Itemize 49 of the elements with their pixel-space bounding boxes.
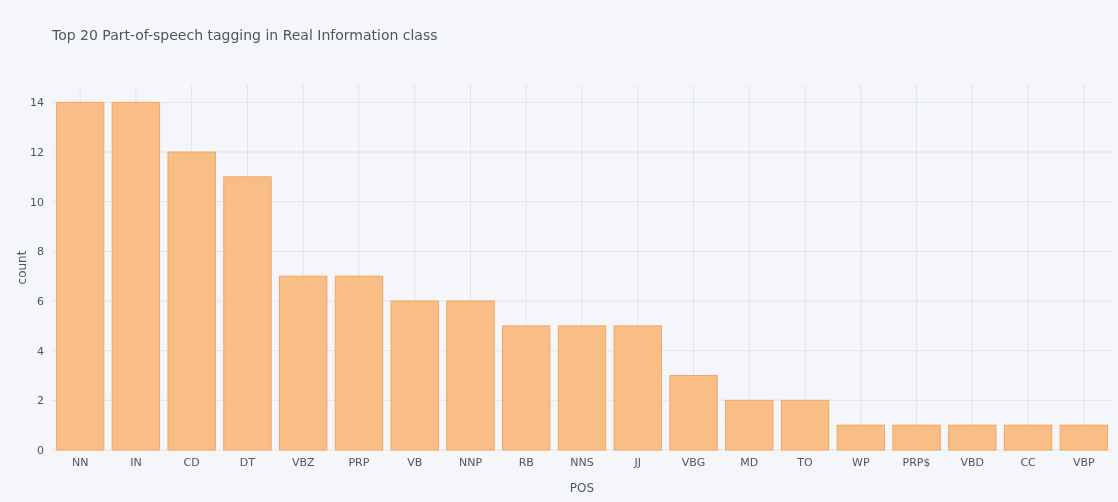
bar xyxy=(55,101,105,451)
bar xyxy=(780,399,830,451)
x-tick-label: CC xyxy=(1020,456,1037,469)
bar xyxy=(557,325,607,451)
x-tick-label: VBG xyxy=(681,456,706,469)
x-tick-label: TO xyxy=(796,456,814,469)
bar xyxy=(279,275,328,451)
bar xyxy=(502,325,551,451)
bar xyxy=(223,176,272,451)
x-tick-label: IN xyxy=(130,456,142,469)
y-tick-label: 14 xyxy=(30,96,44,110)
y-tick-label: 2 xyxy=(37,394,44,408)
x-tick-label: PRP$ xyxy=(902,456,931,469)
x-tick-label: NNS xyxy=(570,456,594,469)
bar xyxy=(948,424,997,451)
bar xyxy=(1003,424,1053,451)
bar xyxy=(725,399,774,451)
x-tick-label: RB xyxy=(518,456,534,469)
bar xyxy=(334,275,384,451)
y-tick-label: 10 xyxy=(30,195,44,209)
bar xyxy=(836,424,885,451)
bar xyxy=(111,101,161,451)
y-tick-label: 12 xyxy=(30,145,44,159)
y-axis-title: count xyxy=(15,250,29,285)
x-tick-label: WP xyxy=(852,456,870,469)
x-tick-label: JJ xyxy=(633,456,642,469)
x-tick-label: MD xyxy=(740,456,759,469)
x-tick-label: VBZ xyxy=(291,456,315,469)
bar xyxy=(613,325,662,451)
y-tick-label: 6 xyxy=(37,294,44,308)
bar xyxy=(446,300,495,451)
x-tick-label: VB xyxy=(407,456,423,469)
x-tick-label: VBD xyxy=(960,456,985,469)
x-tick-label: DT xyxy=(239,456,256,469)
bar xyxy=(892,424,941,451)
bar xyxy=(167,151,216,451)
x-tick-label: NN xyxy=(71,456,89,469)
y-tick-label: 4 xyxy=(37,344,44,358)
chart-title: Top 20 Part-of-speech tagging in Real Information class xyxy=(51,27,438,43)
x-axis-title: POS xyxy=(569,481,595,495)
x-tick-label: CD xyxy=(183,456,200,469)
y-tick-label: 0 xyxy=(37,443,44,457)
y-tick-label: 8 xyxy=(37,245,44,259)
x-tick-label: PRP xyxy=(348,456,370,469)
bar xyxy=(669,375,718,451)
bar xyxy=(1059,424,1109,451)
bar xyxy=(390,300,439,451)
x-tick-label: VBP xyxy=(1072,456,1096,469)
x-tick-label: NNP xyxy=(458,456,483,469)
